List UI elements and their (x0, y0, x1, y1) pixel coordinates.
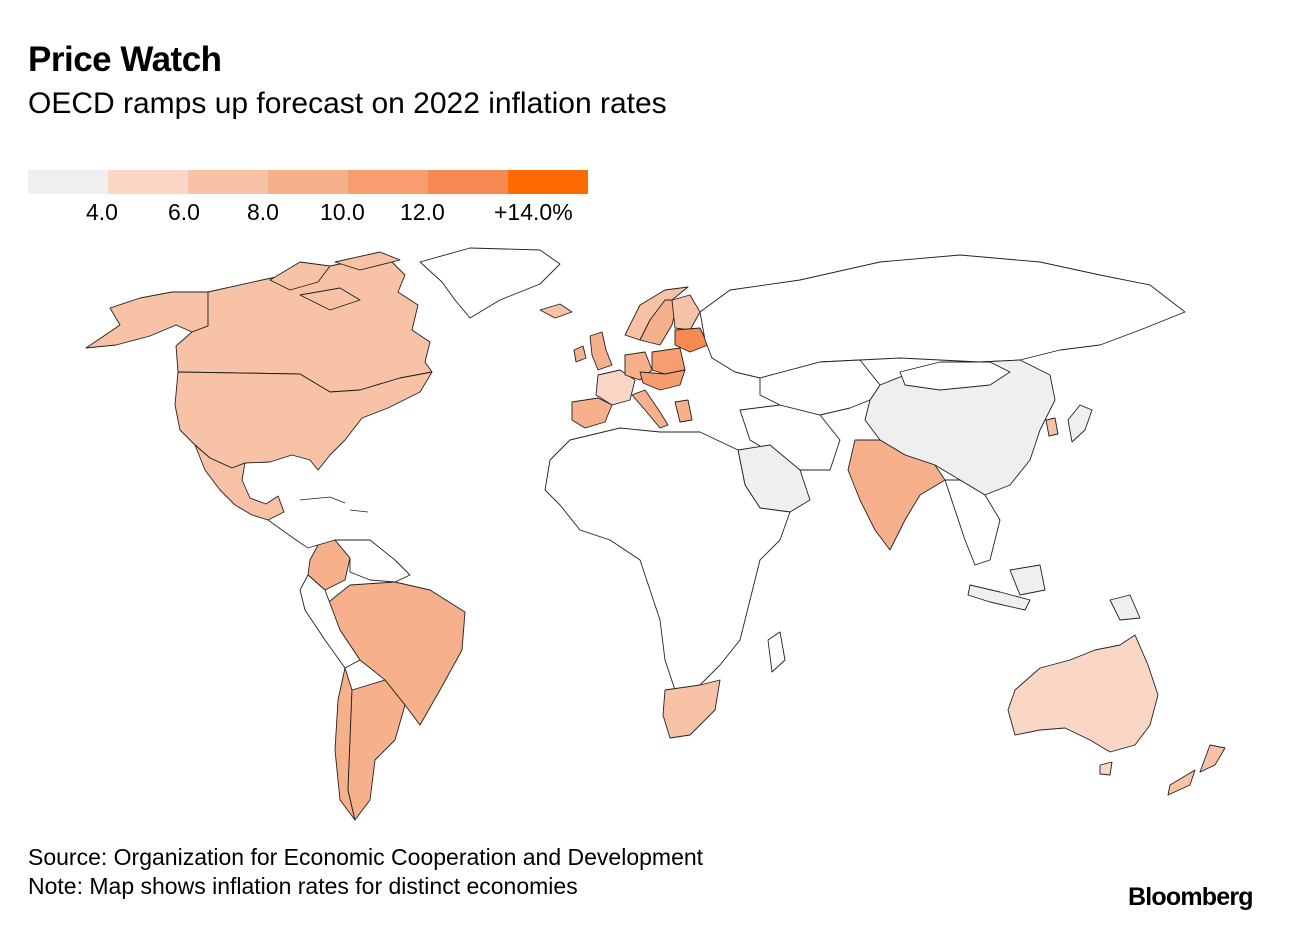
region-canada-islands (269, 251, 401, 311)
color-legend: 4.0 6.0 8.0 10.0 12.0 +14.0% (28, 170, 588, 230)
legend-swatch-4 (268, 170, 348, 194)
legend-label-4: 4.0 (86, 199, 118, 225)
legend-swatch-6 (428, 170, 508, 194)
region-china (864, 359, 1056, 496)
region-south-africa (662, 679, 721, 739)
legend-swatch-5 (348, 170, 428, 194)
central-america-outline (267, 519, 319, 549)
bloomberg-logo: Bloomberg (1128, 883, 1254, 911)
region-greece (674, 399, 693, 423)
legend-label-12: 12.0 (400, 199, 445, 225)
region-australia (1007, 634, 1159, 753)
legend-label-10: 10.0 (320, 199, 365, 225)
region-argentina (347, 679, 406, 821)
region-poland (651, 347, 686, 375)
region-southeast-asia (944, 479, 1001, 566)
region-madagascar (767, 631, 786, 673)
region-italy (631, 389, 669, 429)
region-ireland (573, 345, 587, 363)
region-tasmania (1099, 761, 1113, 776)
region-india (847, 439, 946, 551)
chart-subtitle: OECD ramps up forecast on 2022 inflation… (28, 87, 667, 120)
region-united-kingdom (589, 331, 613, 371)
region-central-asia (759, 359, 881, 416)
region-mongolia (899, 361, 1011, 391)
note-line: Note: Map shows inflation rates for dist… (28, 873, 578, 899)
caribbean-outline (299, 496, 369, 513)
region-greenland (419, 247, 561, 319)
legend-color-bar (28, 170, 588, 194)
source-line: Source: Organization for Economic Cooper… (28, 844, 704, 870)
legend-swatch-2 (108, 170, 188, 194)
region-mexico (194, 444, 285, 521)
legend-swatch-3 (188, 170, 268, 194)
region-spain-portugal (571, 397, 613, 429)
legend-swatch-7 (508, 170, 588, 194)
region-iceland (539, 303, 573, 319)
region-japan (1067, 404, 1093, 443)
region-russia (699, 254, 1186, 379)
legend-label-14: +14.0% (494, 199, 573, 225)
region-france (595, 369, 636, 406)
source-note: Source: Organization for Economic Cooper… (28, 843, 703, 901)
legend-swatch-1 (28, 170, 108, 194)
legend-label-6: 6.0 (168, 199, 200, 225)
region-africa (544, 427, 791, 691)
chart-title: Price Watch (28, 40, 222, 79)
region-indonesia (967, 564, 1141, 621)
region-south-korea (1045, 417, 1059, 437)
region-baltics (674, 327, 709, 353)
region-central-europe (639, 369, 686, 391)
region-new-zealand (1167, 744, 1226, 796)
world-map (85, 247, 1226, 821)
legend-label-8: 8.0 (247, 199, 279, 225)
region-united-states (174, 371, 433, 471)
region-finland (671, 294, 701, 331)
